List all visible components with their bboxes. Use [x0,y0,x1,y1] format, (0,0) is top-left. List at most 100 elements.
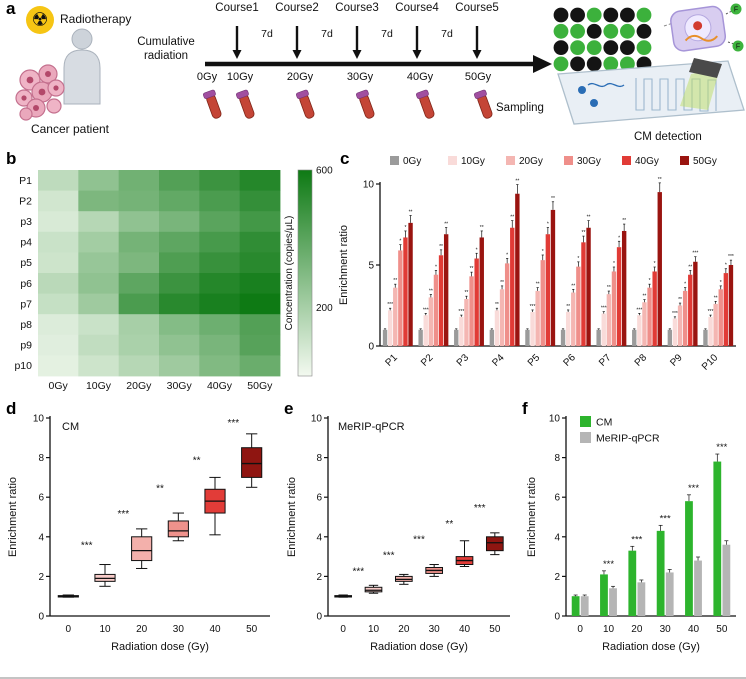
svg-text:Enrichment ratio: Enrichment ratio [526,477,538,557]
svg-text:**: ** [480,225,484,231]
sample-dot-array [553,7,652,72]
blood-sample-tubes [203,89,493,119]
svg-text:***: *** [413,535,425,546]
bar [713,461,722,616]
interval-label: 7d [441,28,453,40]
bar [652,271,657,346]
svg-text:0: 0 [66,624,72,635]
bar [433,274,439,346]
svg-text:10: 10 [549,414,561,425]
svg-text:0: 0 [316,612,322,623]
svg-text:*: * [542,249,544,255]
heatmap-cell [239,252,281,274]
svg-text:***: *** [227,418,239,429]
dose-label: 0Gy [196,71,218,83]
svg-text:***: *** [603,559,614,570]
svg-text:30Gy: 30Gy [577,156,601,167]
heatmap-cell [239,334,281,356]
sample-dot [586,7,602,23]
svg-text:***: *** [708,309,714,315]
bar [459,316,464,346]
svg-text:*: * [506,252,508,258]
bar [647,287,652,346]
heatmap-cell [78,334,120,356]
bar [694,560,702,616]
bar [586,227,591,346]
bar [601,313,606,346]
bar [438,255,444,346]
bar [708,316,713,346]
merip-qpcr-boxplot: 0 2 4 6 8 10 Enrichment ratio Radiation dose (G… [286,414,510,653]
panel-label-c: c [340,149,350,168]
bar [403,237,408,346]
svg-text:p3: p3 [20,216,32,228]
svg-text:*: * [577,256,579,262]
svg-text:50: 50 [716,624,728,635]
svg-text:6: 6 [554,493,560,504]
svg-text:**: ** [622,218,626,224]
heatmap-cell [118,211,160,233]
svg-text:p8: p8 [20,319,32,331]
dose-label: 50Gy [464,71,492,83]
svg-text:*: * [435,264,437,270]
heatmap-cell [38,314,79,336]
svg-text:30: 30 [173,624,185,635]
heatmap-cell [118,293,160,315]
svg-text:50Gy: 50Gy [247,380,273,392]
svg-text:5: 5 [368,261,374,272]
sample-dot [586,23,602,39]
svg-text:*: * [476,247,478,253]
bar [657,192,662,346]
svg-text:***: *** [631,534,642,545]
svg-text:Enrichment ratio: Enrichment ratio [7,477,19,557]
sample-dot [636,7,652,23]
sampling-label: Sampling [496,102,544,114]
svg-text:**: ** [536,282,540,288]
svg-text:20: 20 [631,624,643,635]
light-beam [680,68,720,110]
svg-text:P9: P9 [668,352,685,369]
svg-text:10: 10 [363,180,375,191]
heatmap-cell [159,293,200,315]
svg-text:P2: P2 [419,352,436,369]
svg-text:2: 2 [38,572,44,583]
legend-swatch [506,156,515,165]
microfluidic-chip-illustration [557,58,745,125]
svg-text:MeRIP-qPCR: MeRIP-qPCR [338,421,405,433]
svg-text:p6: p6 [20,278,32,290]
sample-dot [620,7,635,23]
blood-tube [203,89,222,119]
bar [535,290,540,346]
timeline-arrowhead [533,55,552,73]
heatmap-cell [239,293,281,315]
heatmap-cell [199,170,241,191]
heatmap-cell [78,355,120,377]
heatmap-cell [78,211,120,233]
course-label: Course3 [335,2,379,14]
bar [596,329,601,346]
bar [609,588,617,616]
svg-text:**: ** [714,295,718,301]
svg-text:***: *** [117,509,129,520]
course-arrow [292,50,302,59]
svg-text:***: *** [716,442,727,453]
svg-text:4: 4 [316,532,322,543]
bar [423,315,428,346]
bar [667,329,673,346]
cm-sensor-illustration: F F [663,3,744,52]
heatmap-cell [38,273,79,294]
box [364,586,383,593]
sample-dot [603,7,619,23]
bar [494,310,500,346]
sample-dot [636,40,652,55]
svg-text:10Gy: 10Gy [461,156,485,167]
svg-text:6: 6 [316,493,322,504]
svg-text:0: 0 [554,612,560,623]
svg-text:***: *** [636,307,642,313]
svg-text:p9: p9 [20,340,32,352]
svg-text:4: 4 [554,532,560,543]
heatmap-cell [199,211,241,233]
svg-text:***: *** [81,541,93,552]
panel-label-d: d [6,399,17,418]
svg-text:**: ** [515,179,519,185]
